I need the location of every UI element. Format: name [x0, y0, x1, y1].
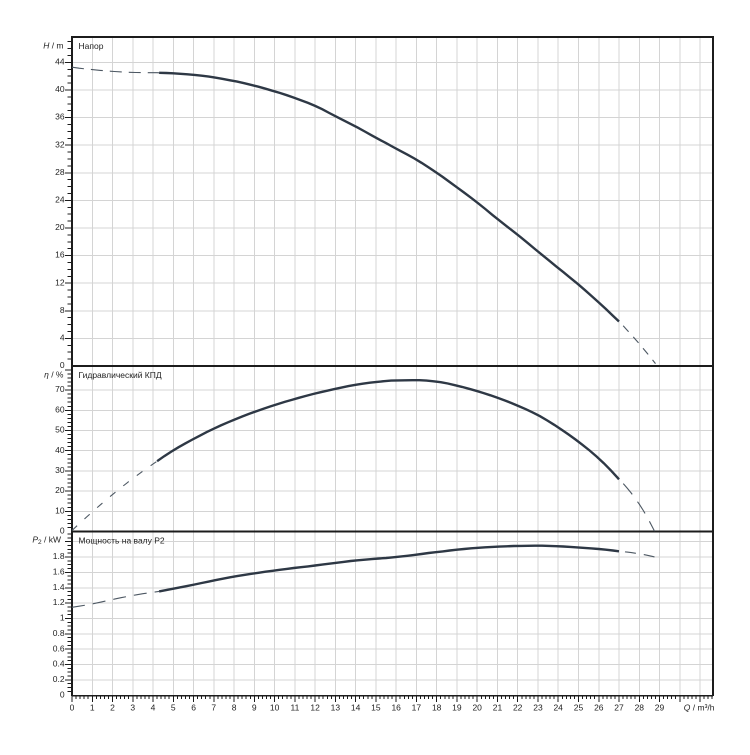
svg-text:15: 15: [371, 702, 381, 712]
svg-text:η / %: η / %: [44, 369, 64, 379]
svg-text:16: 16: [391, 702, 401, 712]
svg-text:1: 1: [90, 702, 95, 712]
svg-text:Гидравлический КПД: Гидравлический КПД: [79, 370, 162, 380]
svg-text:20: 20: [55, 485, 65, 495]
svg-text:44: 44: [55, 57, 65, 67]
svg-text:1.4: 1.4: [53, 582, 65, 592]
svg-text:26: 26: [594, 702, 604, 712]
svg-text:40: 40: [55, 445, 65, 455]
svg-text:28: 28: [55, 167, 65, 177]
svg-text:19: 19: [452, 702, 462, 712]
svg-text:25: 25: [574, 702, 584, 712]
svg-text:1: 1: [60, 613, 65, 623]
svg-text:1.2: 1.2: [53, 597, 65, 607]
svg-text:21: 21: [493, 702, 503, 712]
svg-text:22: 22: [513, 702, 523, 712]
svg-text:23: 23: [533, 702, 543, 712]
svg-text:28: 28: [635, 702, 645, 712]
svg-text:3: 3: [130, 702, 135, 712]
svg-text:2: 2: [110, 702, 115, 712]
svg-text:70: 70: [55, 384, 65, 394]
svg-text:24: 24: [553, 702, 563, 712]
svg-text:50: 50: [55, 425, 65, 435]
svg-text:0.4: 0.4: [53, 659, 65, 669]
svg-text:0.6: 0.6: [53, 643, 65, 653]
svg-text:40: 40: [55, 84, 65, 94]
svg-text:8: 8: [60, 305, 65, 315]
svg-text:24: 24: [55, 195, 65, 205]
svg-text:13: 13: [331, 702, 341, 712]
svg-text:4: 4: [151, 702, 156, 712]
svg-text:8: 8: [232, 702, 237, 712]
svg-text:29: 29: [655, 702, 665, 712]
svg-text:0: 0: [70, 702, 75, 712]
svg-text:10: 10: [55, 505, 65, 515]
svg-text:0: 0: [60, 360, 65, 370]
svg-text:P2 / kW: P2 / kW: [32, 534, 61, 546]
svg-text:1.6: 1.6: [53, 567, 65, 577]
svg-text:Мощность на валу P2: Мощность на валу P2: [79, 536, 165, 546]
svg-text:16: 16: [55, 250, 65, 260]
svg-text:Q / m³/h: Q / m³/h: [684, 702, 715, 712]
svg-text:6: 6: [191, 702, 196, 712]
svg-text:1.8: 1.8: [53, 551, 65, 561]
svg-text:27: 27: [614, 702, 624, 712]
svg-text:14: 14: [351, 702, 361, 712]
svg-text:0.2: 0.2: [53, 674, 65, 684]
svg-text:0: 0: [60, 526, 65, 536]
svg-text:10: 10: [270, 702, 280, 712]
svg-text:4: 4: [60, 333, 65, 343]
svg-text:7: 7: [211, 702, 216, 712]
svg-text:36: 36: [55, 112, 65, 122]
svg-text:H / m: H / m: [43, 40, 63, 50]
svg-text:Напор: Напор: [79, 41, 104, 51]
svg-text:30: 30: [55, 465, 65, 475]
svg-text:20: 20: [472, 702, 482, 712]
svg-text:9: 9: [252, 702, 257, 712]
svg-text:11: 11: [290, 702, 299, 712]
svg-text:60: 60: [55, 404, 65, 414]
svg-text:20: 20: [55, 222, 65, 232]
svg-text:5: 5: [171, 702, 176, 712]
svg-text:32: 32: [55, 139, 65, 149]
svg-text:17: 17: [412, 702, 422, 712]
svg-text:0: 0: [60, 689, 65, 699]
svg-text:18: 18: [432, 702, 442, 712]
svg-text:12: 12: [310, 702, 320, 712]
svg-text:12: 12: [55, 277, 65, 287]
svg-text:0.8: 0.8: [53, 628, 65, 638]
